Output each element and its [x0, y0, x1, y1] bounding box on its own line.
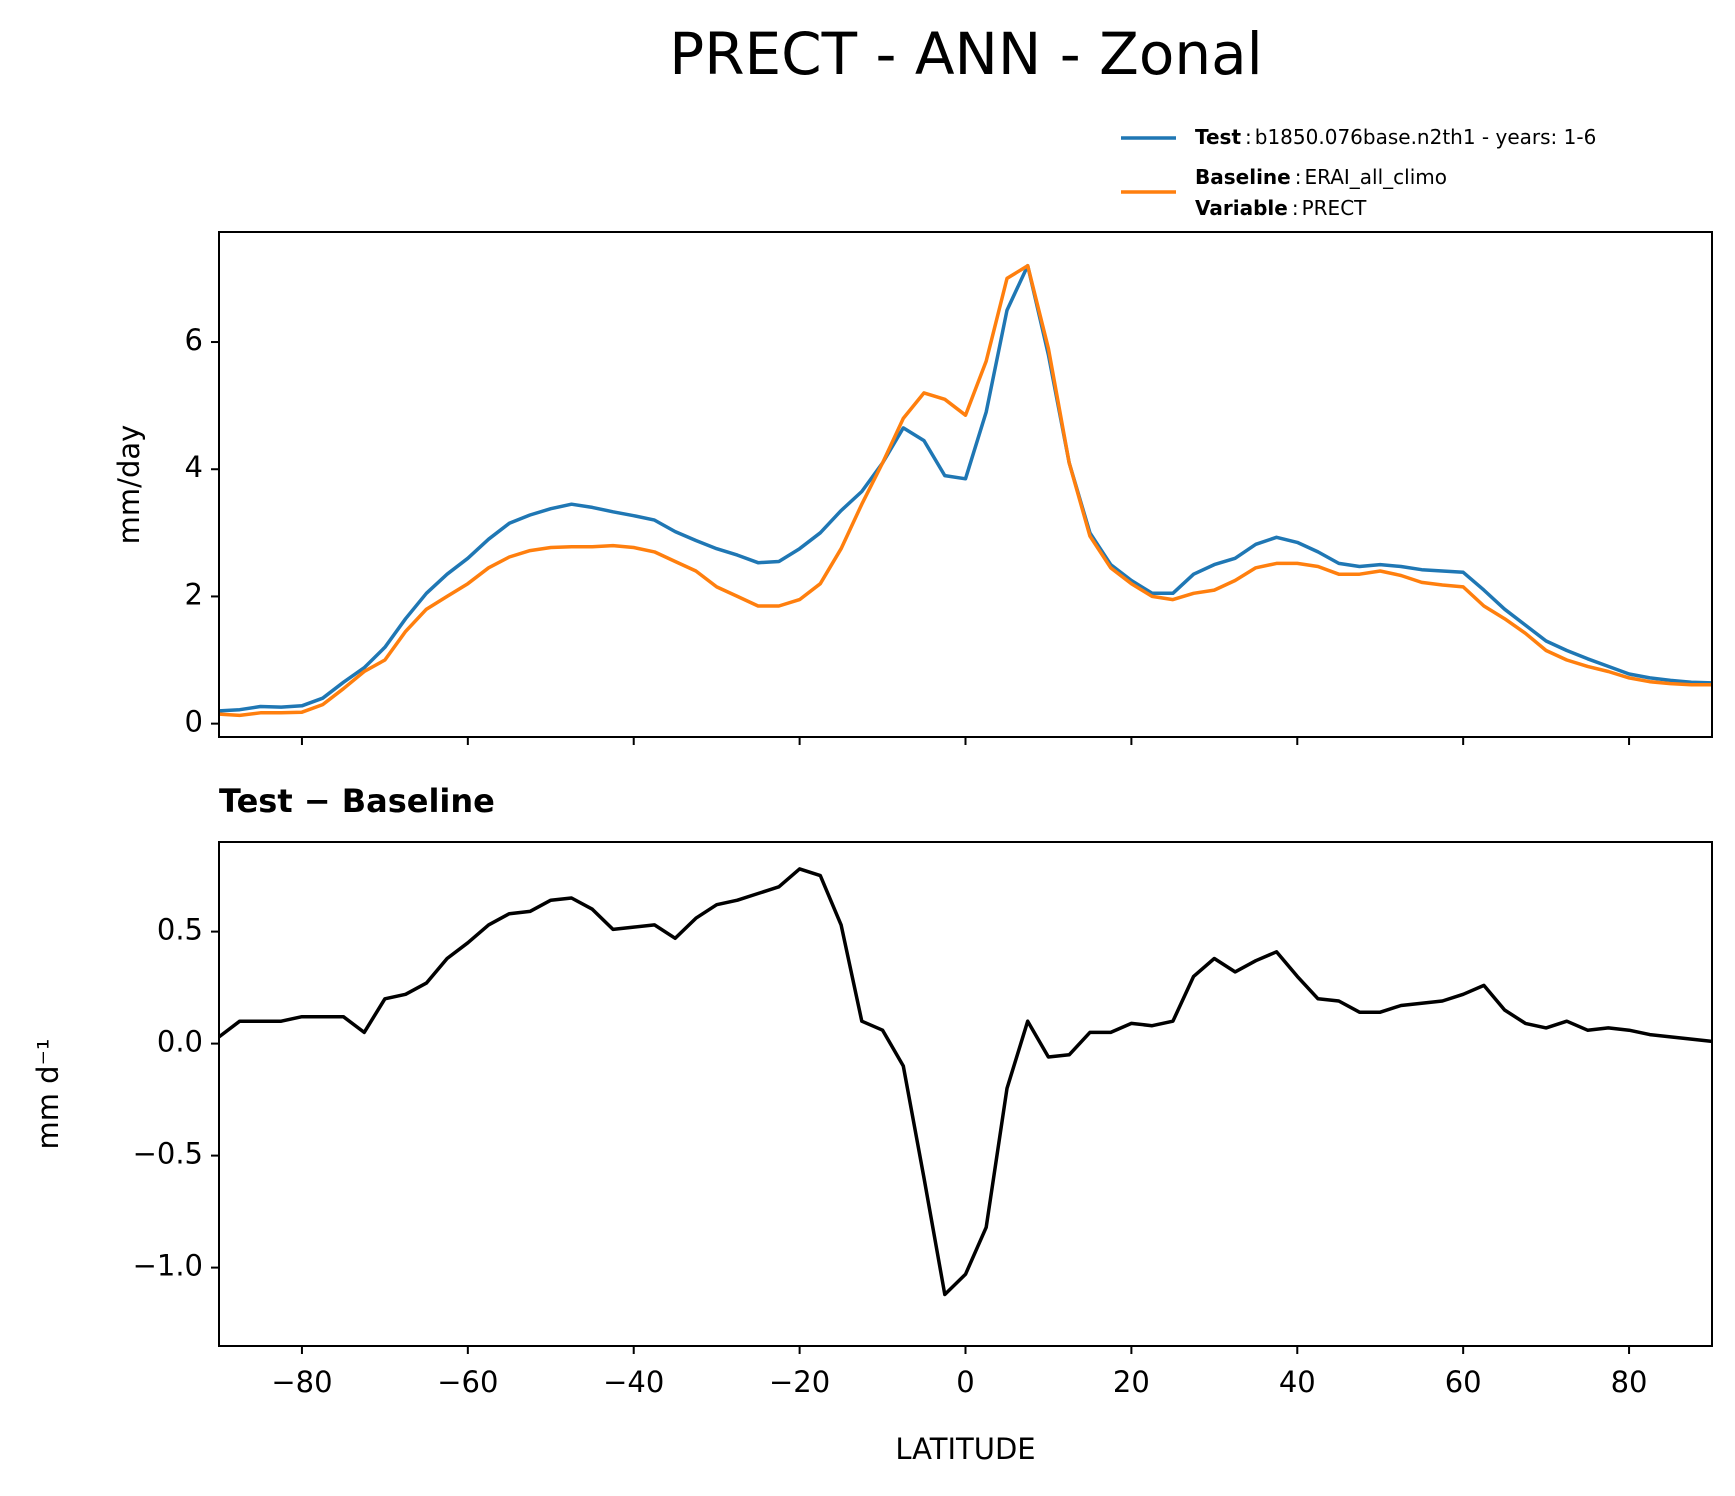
legend-label: Variable: PRECT	[1195, 196, 1367, 220]
x-tick-label: 0	[956, 1365, 974, 1399]
legend-separator: :	[1292, 196, 1299, 220]
y-tick-label: 0.5	[157, 913, 203, 947]
y-tick-label: 4	[185, 450, 203, 484]
x-tick-label: 80	[1611, 1365, 1648, 1399]
y-tick-label: 6	[185, 323, 203, 357]
y-tick-label: 2	[185, 577, 203, 611]
legend-name: Variable	[1195, 196, 1288, 220]
data-line	[219, 263, 1712, 718]
x-tick-label: 60	[1445, 1365, 1482, 1399]
data-line	[219, 867, 1712, 1297]
legend-label: Baseline: ERAI_all_climo	[1195, 165, 1447, 189]
legend-description: b1850.076base.n2th1 - years: 1-6	[1255, 125, 1597, 149]
x-axis-label: LATITUDE	[895, 1432, 1035, 1466]
legend-description: PRECT	[1302, 196, 1368, 220]
x-tick-label: 40	[1279, 1365, 1316, 1399]
y-axis-label: mm/day	[112, 425, 146, 545]
x-tick-label: −80	[271, 1365, 332, 1399]
legend-separator: :	[1245, 125, 1252, 149]
x-tick-label: −40	[603, 1365, 664, 1399]
legend-separator: :	[1295, 165, 1302, 189]
data-line	[219, 263, 1712, 713]
y-axis-label: mm d⁻¹	[31, 1038, 65, 1149]
x-tick-label: −20	[769, 1365, 830, 1399]
y-tick-label: 0.0	[157, 1025, 203, 1059]
x-tick-label: −60	[437, 1365, 498, 1399]
legend-label: Test: b1850.076base.n2th1 - years: 1-6	[1195, 125, 1596, 149]
subplot-title: Test − Baseline	[219, 782, 495, 820]
legend-name: Test	[1195, 125, 1241, 149]
y-tick-label: −0.5	[133, 1137, 203, 1171]
figure-title: PRECT - ANN - Zonal	[669, 20, 1263, 88]
x-tick-label: 20	[1113, 1365, 1150, 1399]
y-tick-label: 0	[185, 705, 203, 739]
legend-description: ERAI_all_climo	[1304, 165, 1447, 189]
y-tick-label: −1.0	[133, 1249, 203, 1283]
legend-name: Baseline	[1195, 165, 1291, 189]
